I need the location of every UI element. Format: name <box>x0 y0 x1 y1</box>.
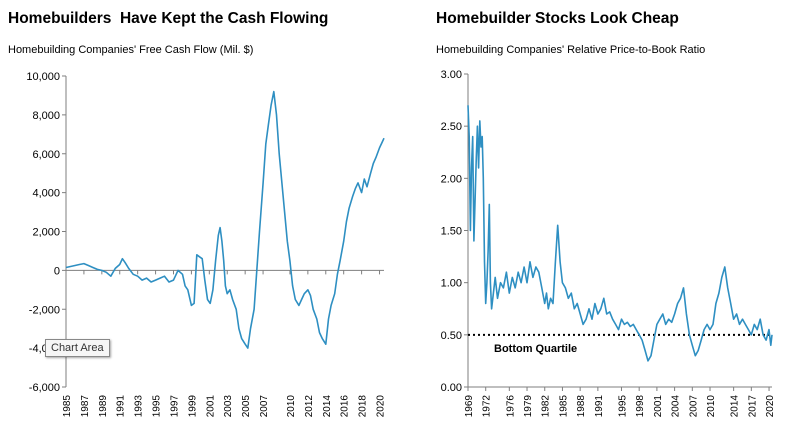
chart-subtitle: Homebuilding Companies' Free Cash Flow (… <box>8 44 254 56</box>
x-tick-label: 2001 <box>653 395 664 418</box>
chart-title: Homebuilder Stocks Look Cheap <box>436 10 679 27</box>
x-tick-label: 1991 <box>116 395 127 418</box>
series-line <box>467 105 773 362</box>
y-tick-label: 6,000 <box>32 149 60 161</box>
y-tick-label: -6,000 <box>29 382 60 394</box>
x-tick-label: 1969 <box>464 395 475 418</box>
x-tick-label: 1991 <box>594 395 605 418</box>
x-tick-label: 2017 <box>747 395 758 418</box>
x-tick-label: 1976 <box>505 395 516 418</box>
x-tick-label: 2005 <box>241 395 252 418</box>
x-tick-label: 1998 <box>635 395 646 418</box>
x-tick-label: 1995 <box>152 395 163 418</box>
price-to-book-chart[interactable]: Homebuilder Stocks Look Cheap Homebuildi… <box>430 0 800 438</box>
y-tick-label: 4,000 <box>32 188 60 200</box>
x-tick-label: 2020 <box>376 395 387 418</box>
free-cash-flow-plot: 10,0008,0006,0004,0002,0000-2,000-4,000-… <box>26 71 387 418</box>
y-tick-label: 2.00 <box>441 173 462 185</box>
x-tick-label: 1972 <box>482 395 493 418</box>
x-tick-label: 2012 <box>304 395 315 418</box>
chart-subtitle: Homebuilding Companies' Relative Price-t… <box>436 44 706 56</box>
x-tick-label: 1985 <box>558 395 569 418</box>
series-line <box>65 90 385 349</box>
y-tick-label: 8,000 <box>32 110 60 122</box>
x-tick-label: 1999 <box>187 395 198 418</box>
y-tick-label: 0.50 <box>441 330 462 342</box>
chart-title: Homebuilders Have Kept the Cash Flowing <box>8 10 329 27</box>
y-tick-label: 0 <box>54 265 60 277</box>
x-tick-label: 1985 <box>62 395 73 418</box>
x-tick-label: 2014 <box>730 395 741 418</box>
y-tick-label: 2.50 <box>441 121 462 133</box>
x-tick-label: 2010 <box>286 395 297 418</box>
y-tick-label: 1.50 <box>441 226 462 238</box>
x-tick-label: 1987 <box>80 395 91 418</box>
x-tick-label: 1982 <box>541 395 552 418</box>
x-tick-label: 2010 <box>706 395 717 418</box>
x-tick-label: 2001 <box>205 395 216 418</box>
bottom-quartile-label: Bottom Quartile <box>494 343 577 355</box>
x-tick-label: 1988 <box>576 395 587 418</box>
y-tick-label: 10,000 <box>26 71 60 83</box>
x-tick-label: 2016 <box>340 395 351 418</box>
x-tick-label: 1979 <box>523 395 534 418</box>
x-tick-label: 1993 <box>134 395 145 418</box>
x-tick-label: 2007 <box>259 395 270 418</box>
x-tick-label: 2018 <box>358 395 369 418</box>
x-tick-label: 2014 <box>322 395 333 418</box>
free-cash-flow-chart[interactable]: Homebuilders Have Kept the Cash Flowing … <box>0 0 400 438</box>
x-tick-label: 1995 <box>617 395 628 418</box>
x-tick-label: 2004 <box>671 395 682 418</box>
x-tick-label: 2007 <box>688 395 699 418</box>
x-tick-label: 1989 <box>98 395 109 418</box>
y-tick-label: 3.00 <box>441 69 462 81</box>
x-tick-label: 2003 <box>223 395 234 418</box>
y-tick-label: 1.00 <box>441 278 462 290</box>
y-tick-label: 0.00 <box>441 382 462 394</box>
x-tick-label: 1997 <box>169 395 180 418</box>
chart-area-tooltip: Chart Area <box>45 339 110 357</box>
y-tick-label: 2,000 <box>32 227 60 239</box>
y-tick-label: -2,000 <box>29 304 60 316</box>
x-tick-label: 2020 <box>765 395 776 418</box>
